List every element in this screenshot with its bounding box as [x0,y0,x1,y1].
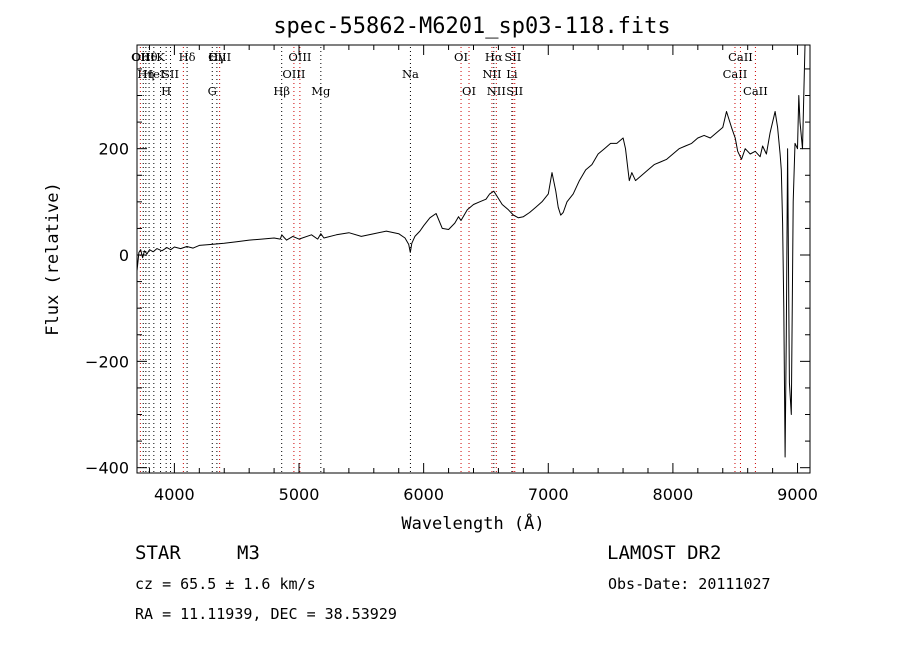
spectral-line-label: NII [487,84,506,98]
y-tick-label: −400 [85,459,129,478]
coordinates: RA = 11.11939, DEC = 38.53929 [135,605,397,623]
spectral-line-label: OI [462,84,476,98]
axis-tick-labels: 4000 5000 6000 7000 8000 9000 −400 −200 0 200 [85,140,818,504]
chart-title: spec-55862-M6201_sp03-118.fits [273,14,670,39]
spectral-line-label: Na [402,67,419,81]
spectral-line-label: OIII [288,50,311,64]
spectral-line-label: OIII [208,50,231,64]
x-tick-label: 9000 [777,485,818,504]
spectral-line-label: Hη [137,67,154,81]
spectral-line-label: K [156,50,165,64]
spectral-line-label: Hβ [273,84,290,98]
spectral-line-label: Hα [485,50,503,64]
x-tick-label: 4000 [154,485,195,504]
y-tick-label: 200 [98,140,129,159]
x-tick-label: 5000 [279,485,320,504]
spectrum-line [136,44,806,458]
spectral-line-label: SII [506,84,523,98]
spectral-line-label: CaII [743,84,768,98]
object-subclass: M3 [237,542,260,564]
spectral-line-label: G [208,84,217,98]
y-tick-label: −200 [85,352,129,371]
spectral-line-label: Hγ [208,50,225,64]
spectral-line-label: OII [131,50,150,64]
x-tick-label: 6000 [403,485,444,504]
spectral-line-label: HeI [143,67,164,81]
redshift-cz: cz = 65.5 ± 1.6 km/s [135,575,316,593]
object-class: STAR [135,542,181,564]
spectral-line-label: H [161,84,171,98]
y-tick-label: 0 [119,246,129,265]
plot-frame [136,44,811,474]
spectral-line-label: OI [454,50,468,64]
x-tick-label: 8000 [653,485,694,504]
survey-name: LAMOST DR2 [607,542,721,564]
spectral-line-label: Mg [311,84,331,98]
spectral-line-label: SII [162,67,179,81]
spectral-line-label: Li [506,67,518,81]
spectrum-series [136,44,806,458]
spectral-line-label: SII [504,50,521,64]
spectral-line-label: OIII [282,67,305,81]
obs-date: Obs-Date: 20111027 [608,575,771,593]
spectral-lines: OIIOIIIHηHθHeIKHSIIHδGHγOIIIHβOIIIOIIIMg… [131,47,768,472]
spectral-line-label: Hδ [179,50,196,64]
spectral-line-label: CaII [723,67,748,81]
x-axis-label: Wavelength (Å) [401,512,544,534]
axis-ticks [137,45,810,473]
spectral-line-label: NII [482,67,501,81]
y-axis-label: Flux (relative) [43,182,63,336]
spectral-line-label: CaII [728,50,753,64]
spectral-line-label: Hθ [141,50,158,64]
x-tick-label: 7000 [528,485,569,504]
